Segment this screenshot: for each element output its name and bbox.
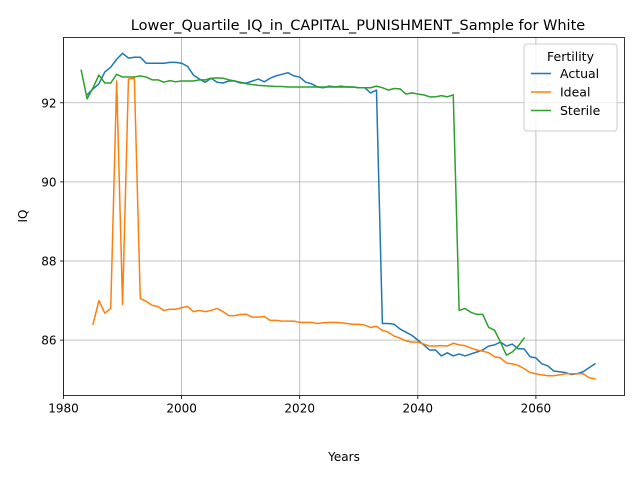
x-axis-label: Years xyxy=(327,450,360,464)
plot-area-frame xyxy=(63,37,625,396)
x-tick-label: 2000 xyxy=(166,402,197,416)
series-line-ideal xyxy=(92,77,596,380)
x-tick-label: 1980 xyxy=(48,402,79,416)
x-tick-label: 2040 xyxy=(403,402,434,416)
y-axis-label: IQ xyxy=(16,210,30,223)
series-layer xyxy=(80,52,597,380)
legend-title: Fertility xyxy=(547,49,595,64)
series-line-sterile xyxy=(80,69,526,356)
legend-label-actual: Actual xyxy=(560,66,599,81)
y-tick-label: 88 xyxy=(41,255,56,269)
axis-ticks: 1980 2000 2020 2040 2060 86 88 90 92 xyxy=(41,96,551,415)
chart-title: Lower_Quartile_IQ_in_CAPITAL_PUNISHMENT_… xyxy=(131,18,585,34)
x-tick-label: 2060 xyxy=(521,402,552,416)
x-tick-label: 2020 xyxy=(284,402,315,416)
legend: Fertility Actual Ideal Sterile xyxy=(523,43,618,132)
legend-label-sterile: Sterile xyxy=(560,103,601,118)
legend-label-ideal: Ideal xyxy=(560,85,590,100)
legend-box xyxy=(523,43,618,132)
y-tick-label: 92 xyxy=(41,96,56,110)
y-tick-label: 86 xyxy=(41,334,56,348)
series-line-actual xyxy=(86,52,597,376)
y-tick-label: 90 xyxy=(41,175,56,189)
